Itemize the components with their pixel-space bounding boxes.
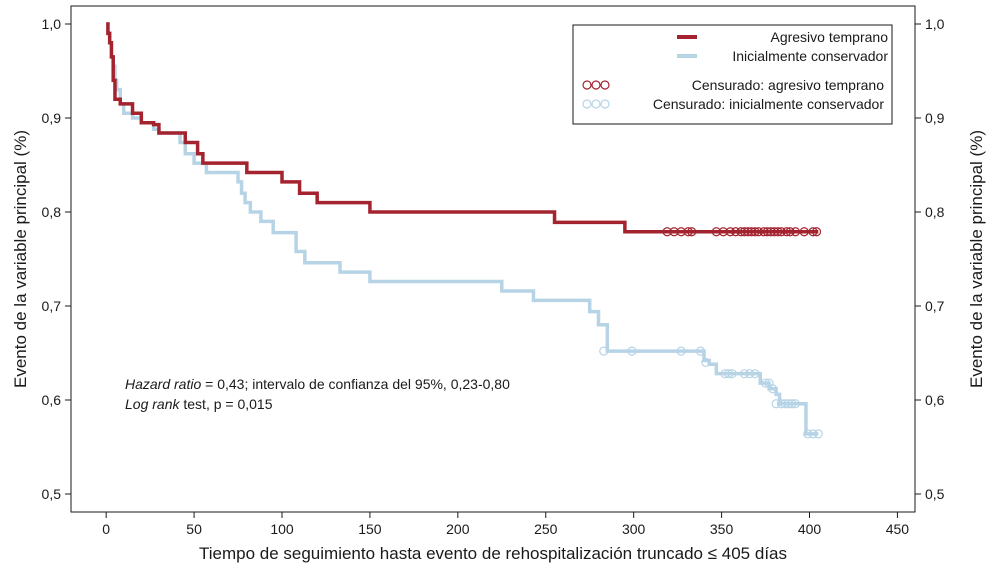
x-tick-label: 250 (534, 521, 558, 537)
censor-marker-agresivo (769, 227, 779, 237)
y-axis-title-left: Evento de la variable principal (%) (11, 130, 30, 388)
censor-layer (599, 227, 823, 439)
censor-marker-agresivo (773, 227, 783, 237)
y-axis-right: 0,5 0,6 0,7 0,8 0,9 1,0 (915, 16, 945, 502)
censor-marker-agresivo (766, 227, 776, 237)
x-tick-label: 300 (622, 521, 646, 537)
y-tick-label-right: 0,6 (925, 392, 945, 408)
censor-marker-agresivo (687, 227, 697, 237)
censor-marker-conservador (760, 378, 771, 388)
plot-frame (70, 5, 916, 513)
series-layer (106, 22, 819, 436)
y-tick-label-right: 0,5 (925, 486, 945, 502)
censor-marker-agresivo (808, 227, 818, 237)
x-tick-label: 0 (102, 521, 110, 537)
censor-marker-conservador (701, 357, 711, 367)
y-tick-label-left: 0,6 (42, 392, 62, 408)
x-tick-label: 350 (710, 521, 734, 537)
censor-marker-agresivo (731, 227, 741, 237)
hazard-ratio-italic: Hazard ratio (125, 376, 201, 392)
censor-marker-conservador (695, 346, 706, 356)
censor-marker-agresivo (711, 227, 721, 237)
y-tick-label-right: 1,0 (925, 16, 945, 32)
y-tick-label-right: 0,7 (925, 298, 945, 314)
hazard-ratio-annotation: Hazard ratio = 0,43; intervalo de confia… (125, 376, 510, 392)
y-tick-label-right: 0,9 (925, 110, 945, 126)
censor-marker-agresivo (785, 227, 795, 237)
censor-marker-agresivo (799, 227, 809, 237)
x-tick-label: 200 (446, 521, 470, 537)
y-tick-label-right: 0,8 (925, 204, 945, 220)
censor-marker-conservador (724, 369, 734, 379)
censor-marker-conservador (767, 384, 778, 394)
censor-marker-conservador (739, 369, 750, 379)
censor-marker-conservador (813, 429, 823, 439)
censor-marker-agresivo (753, 227, 764, 237)
x-tick-label: 150 (358, 521, 382, 537)
y-tick-label-left: 1,0 (42, 16, 62, 32)
censor-marker-conservador (780, 399, 790, 409)
censor-marker-agresivo (776, 227, 786, 237)
censor-marker-conservador (745, 369, 755, 379)
censor-marker-agresivo (811, 227, 822, 237)
censor-marker-conservador (776, 399, 786, 409)
censor-marker-agresivo (743, 227, 753, 237)
y-tick-label-left: 0,8 (42, 204, 62, 220)
censor-marker-agresivo (676, 227, 686, 237)
legend-swatch-censor-conservador (582, 99, 610, 109)
censor-marker-conservador (750, 369, 760, 379)
legend-label-censor-conservador: Censurado: inicialmente conservador (653, 96, 884, 112)
y-tick-label-left: 0,5 (42, 486, 62, 502)
log-rank-text: test, p = 0,015 (179, 396, 272, 412)
x-axis: 0 50 100 150 200 250 300 350 400 450 (102, 512, 909, 537)
censor-marker-agresivo (762, 227, 772, 237)
censor-marker-agresivo (790, 227, 801, 237)
censor-marker-conservador (808, 429, 818, 439)
censor-marker-agresivo (725, 227, 735, 237)
censor-marker-agresivo (662, 227, 672, 237)
censor-marker-agresivo (683, 227, 693, 237)
x-tick-label: 450 (886, 521, 910, 537)
legend-swatch-censor-agresivo (582, 80, 610, 90)
censor-marker-conservador (803, 429, 813, 439)
hazard-ratio-text: = 0,43; intervalo de confianza del 95%, … (201, 376, 510, 392)
censor-marker-agresivo (750, 227, 760, 237)
censor-marker-conservador (727, 369, 737, 379)
x-tick-label: 400 (798, 521, 822, 537)
x-tick-label: 50 (186, 521, 202, 537)
censor-marker-agresivo (759, 227, 769, 237)
y-axis-left: 0,5 0,6 0,7 0,8 0,9 1,0 (42, 16, 71, 502)
censor-marker-agresivo (718, 227, 728, 237)
y-tick-label-left: 0,9 (42, 110, 62, 126)
censor-marker-conservador (676, 346, 686, 356)
censor-marker-conservador (787, 399, 797, 409)
y-tick-label-left: 0,7 (42, 298, 62, 314)
legend-label-agresivo: Agresivo temprano (770, 29, 888, 45)
censor-marker-agresivo (746, 227, 757, 237)
legend-label-conservador: Inicialmente conservador (732, 48, 888, 64)
legend-label-censor-agresivo: Censurado: agresivo temprano (692, 77, 884, 93)
series-line-agresivo-temprano (106, 22, 819, 234)
legend: Agresivo temprano Inicialmente conservad… (572, 24, 893, 125)
censor-marker-agresivo (739, 227, 750, 237)
legend-box (572, 24, 893, 125)
censor-marker-conservador (790, 399, 801, 409)
censor-marker-agresivo (736, 227, 746, 237)
log-rank-annotation: Log rank test, p = 0,015 (125, 396, 273, 412)
censor-marker-agresivo (669, 227, 679, 237)
censor-marker-conservador (599, 346, 609, 356)
x-tick-label: 100 (270, 521, 294, 537)
censor-marker-conservador (627, 346, 637, 356)
log-rank-italic: Log rank (125, 396, 180, 412)
censor-marker-conservador (720, 369, 730, 379)
x-axis-title: Tiempo de seguimiento hasta evento de re… (199, 544, 787, 563)
censor-marker-conservador (783, 399, 794, 409)
censor-marker-conservador (771, 399, 781, 409)
y-axis-title-right: Evento de la variable principal (%) (967, 130, 986, 388)
censor-marker-agresivo (782, 227, 792, 237)
